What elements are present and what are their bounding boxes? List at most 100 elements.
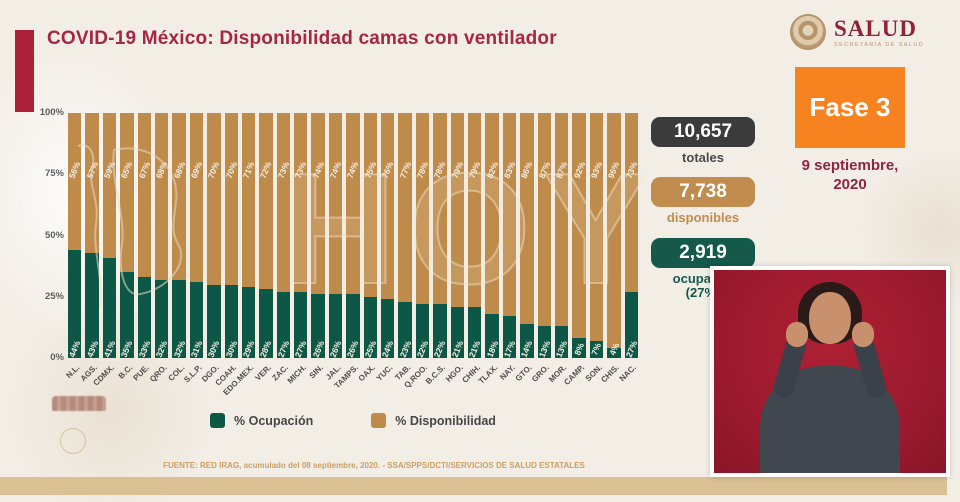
disponibilidad-segment [607,113,621,349]
ocupacion-segment [589,340,604,358]
x-label-slot: COL. [166,361,186,403]
x-label-slot: NAC. [618,361,638,403]
chart-bar-yuc: 76% 24% [380,113,396,359]
x-label-slot: B.C.S. [424,361,447,403]
chart-bar-zac: 73% 27% [276,113,291,359]
disponibilidad-segment [189,113,204,283]
x-label-slot: HGO. [444,361,465,403]
ocupacion-segment [346,294,360,358]
ocupacion-segment [137,277,151,358]
x-label-bc: B.C. [116,363,134,381]
chart-bar-ver: 72% 28% [258,113,274,359]
disponibilidad-segment [224,113,238,285]
interpreter-right-hand [852,322,874,347]
ocupacion-segment [554,326,569,358]
chart-bar-chis: 96% 4% [606,113,622,358]
x-label-yuc: YUC. [374,363,395,383]
disponibilidad-segment [207,113,221,285]
ocupacion-segment [624,291,638,358]
x-label-qro: QRO. [147,363,169,384]
salud-subtitle: SECRETARÍA DE SALUD [834,41,925,48]
x-label-ver: VER. [253,363,274,383]
y-tick-25: 25% [44,290,64,302]
chart-bar-gto: 86% 14% [519,113,535,359]
ocupacion-segment [120,272,134,358]
chart-bar-ags: 57% 43% [84,113,100,359]
chart-bar-son: 93% 7% [589,113,604,358]
x-label-slot: CAMP. [562,361,586,403]
disponibilidad-segment [120,113,134,273]
disponibilidad-segment [68,113,82,251]
x-label-slot: GRO. [530,361,551,403]
chart-bar-tab: 77% 23% [397,113,413,359]
chart-bar-dgo: 70% 30% [206,113,222,359]
x-label-slot: NAY. [498,361,517,403]
chart-bar-slp: 69% 31% [189,113,204,359]
chart-bar-edomex: 71% 29% [241,113,256,359]
chart-bar-pue: 67% 33% [136,113,152,359]
disponibilidad-segment [467,113,482,307]
x-label-slot: VER. [253,361,273,403]
ocupacion-segment [207,284,221,358]
disponibilidad-segment [311,113,325,295]
phase-badge: Fase 3 [795,67,905,148]
disponibilidad-segment [85,113,99,253]
ocupacion-segment [68,250,82,358]
x-label-slot: GTO. [514,361,534,403]
disponibilidad-segment [502,113,517,317]
ocupacion-segment [572,338,586,358]
y-tick-75: 75% [44,168,64,180]
ocupacion-segment [224,284,238,358]
page-title: COVID-19 México: Disponibilidad camas co… [47,28,557,49]
legend-item-ocupacion: % Ocupación [210,413,313,428]
chart-bar-bcs: 78% 22% [432,113,448,359]
disponibilidad-segment [450,113,464,307]
decorative-seal-circle [60,428,86,454]
sign-language-interpreter-video [710,266,950,477]
x-label-pue: PUE. [131,363,152,383]
chart-bar-nac: 73% 27% [623,113,639,359]
decorative-seal-figures [52,396,106,411]
ocupacion-segment [276,291,291,358]
x-label-slot: EDO.MEX. [222,361,256,403]
x-label-hgo: HGO. [443,363,465,384]
disponibilidad-segment [363,113,378,297]
disponibilidad-segment [415,113,430,305]
ocupacion-segment [502,316,517,358]
chart-bar-mor: 87% 13% [554,113,569,359]
disponibilidad-segment [433,113,447,305]
chart-bar-camp: 92% 8% [571,113,587,358]
chart-bar-oax: 75% 25% [363,113,378,359]
x-label-slot: SON. [583,361,603,403]
chart-bar-nl: 56% 44% [67,113,83,359]
disponibilidad-segment [381,113,395,300]
chart-bar-nay: 83% 17% [502,113,517,359]
disponibilidad-segment [520,113,534,324]
title-accent-bar [15,30,34,112]
ocupacion-segment [467,306,482,358]
x-label-oax: OAX. [357,363,378,384]
legend-swatch [210,413,226,428]
ocupacion-segment [294,291,308,358]
chart-bar-tlax: 82% 18% [484,113,500,359]
x-label-nay: NAY. [497,363,517,382]
ocupacion-segment [85,252,99,358]
chart-legend: % Ocupación % Disponibilidad [68,413,638,428]
x-label-gro: GRO. [530,363,552,384]
salud-wordmark: SALUD [834,15,917,41]
disponibilidad-segment [554,113,569,327]
ocupacion-segment [450,306,464,358]
x-label-gto: GTO. [513,363,534,384]
ocupacion-segment [433,304,447,358]
ocupacion-segment [485,313,499,358]
x-label-slot: SIN. [308,361,325,403]
disponibilidad-segment [398,113,412,302]
ocupacion-segment [415,304,430,358]
ocupacion-segment [259,289,273,358]
disponibilidad-segment [589,113,604,341]
ocupacion-segment [328,294,343,358]
x-label-slot: N.L. [65,361,82,403]
x-label-slot: OAX. [357,361,377,403]
stat-value-totales: 10,657 [651,117,755,147]
